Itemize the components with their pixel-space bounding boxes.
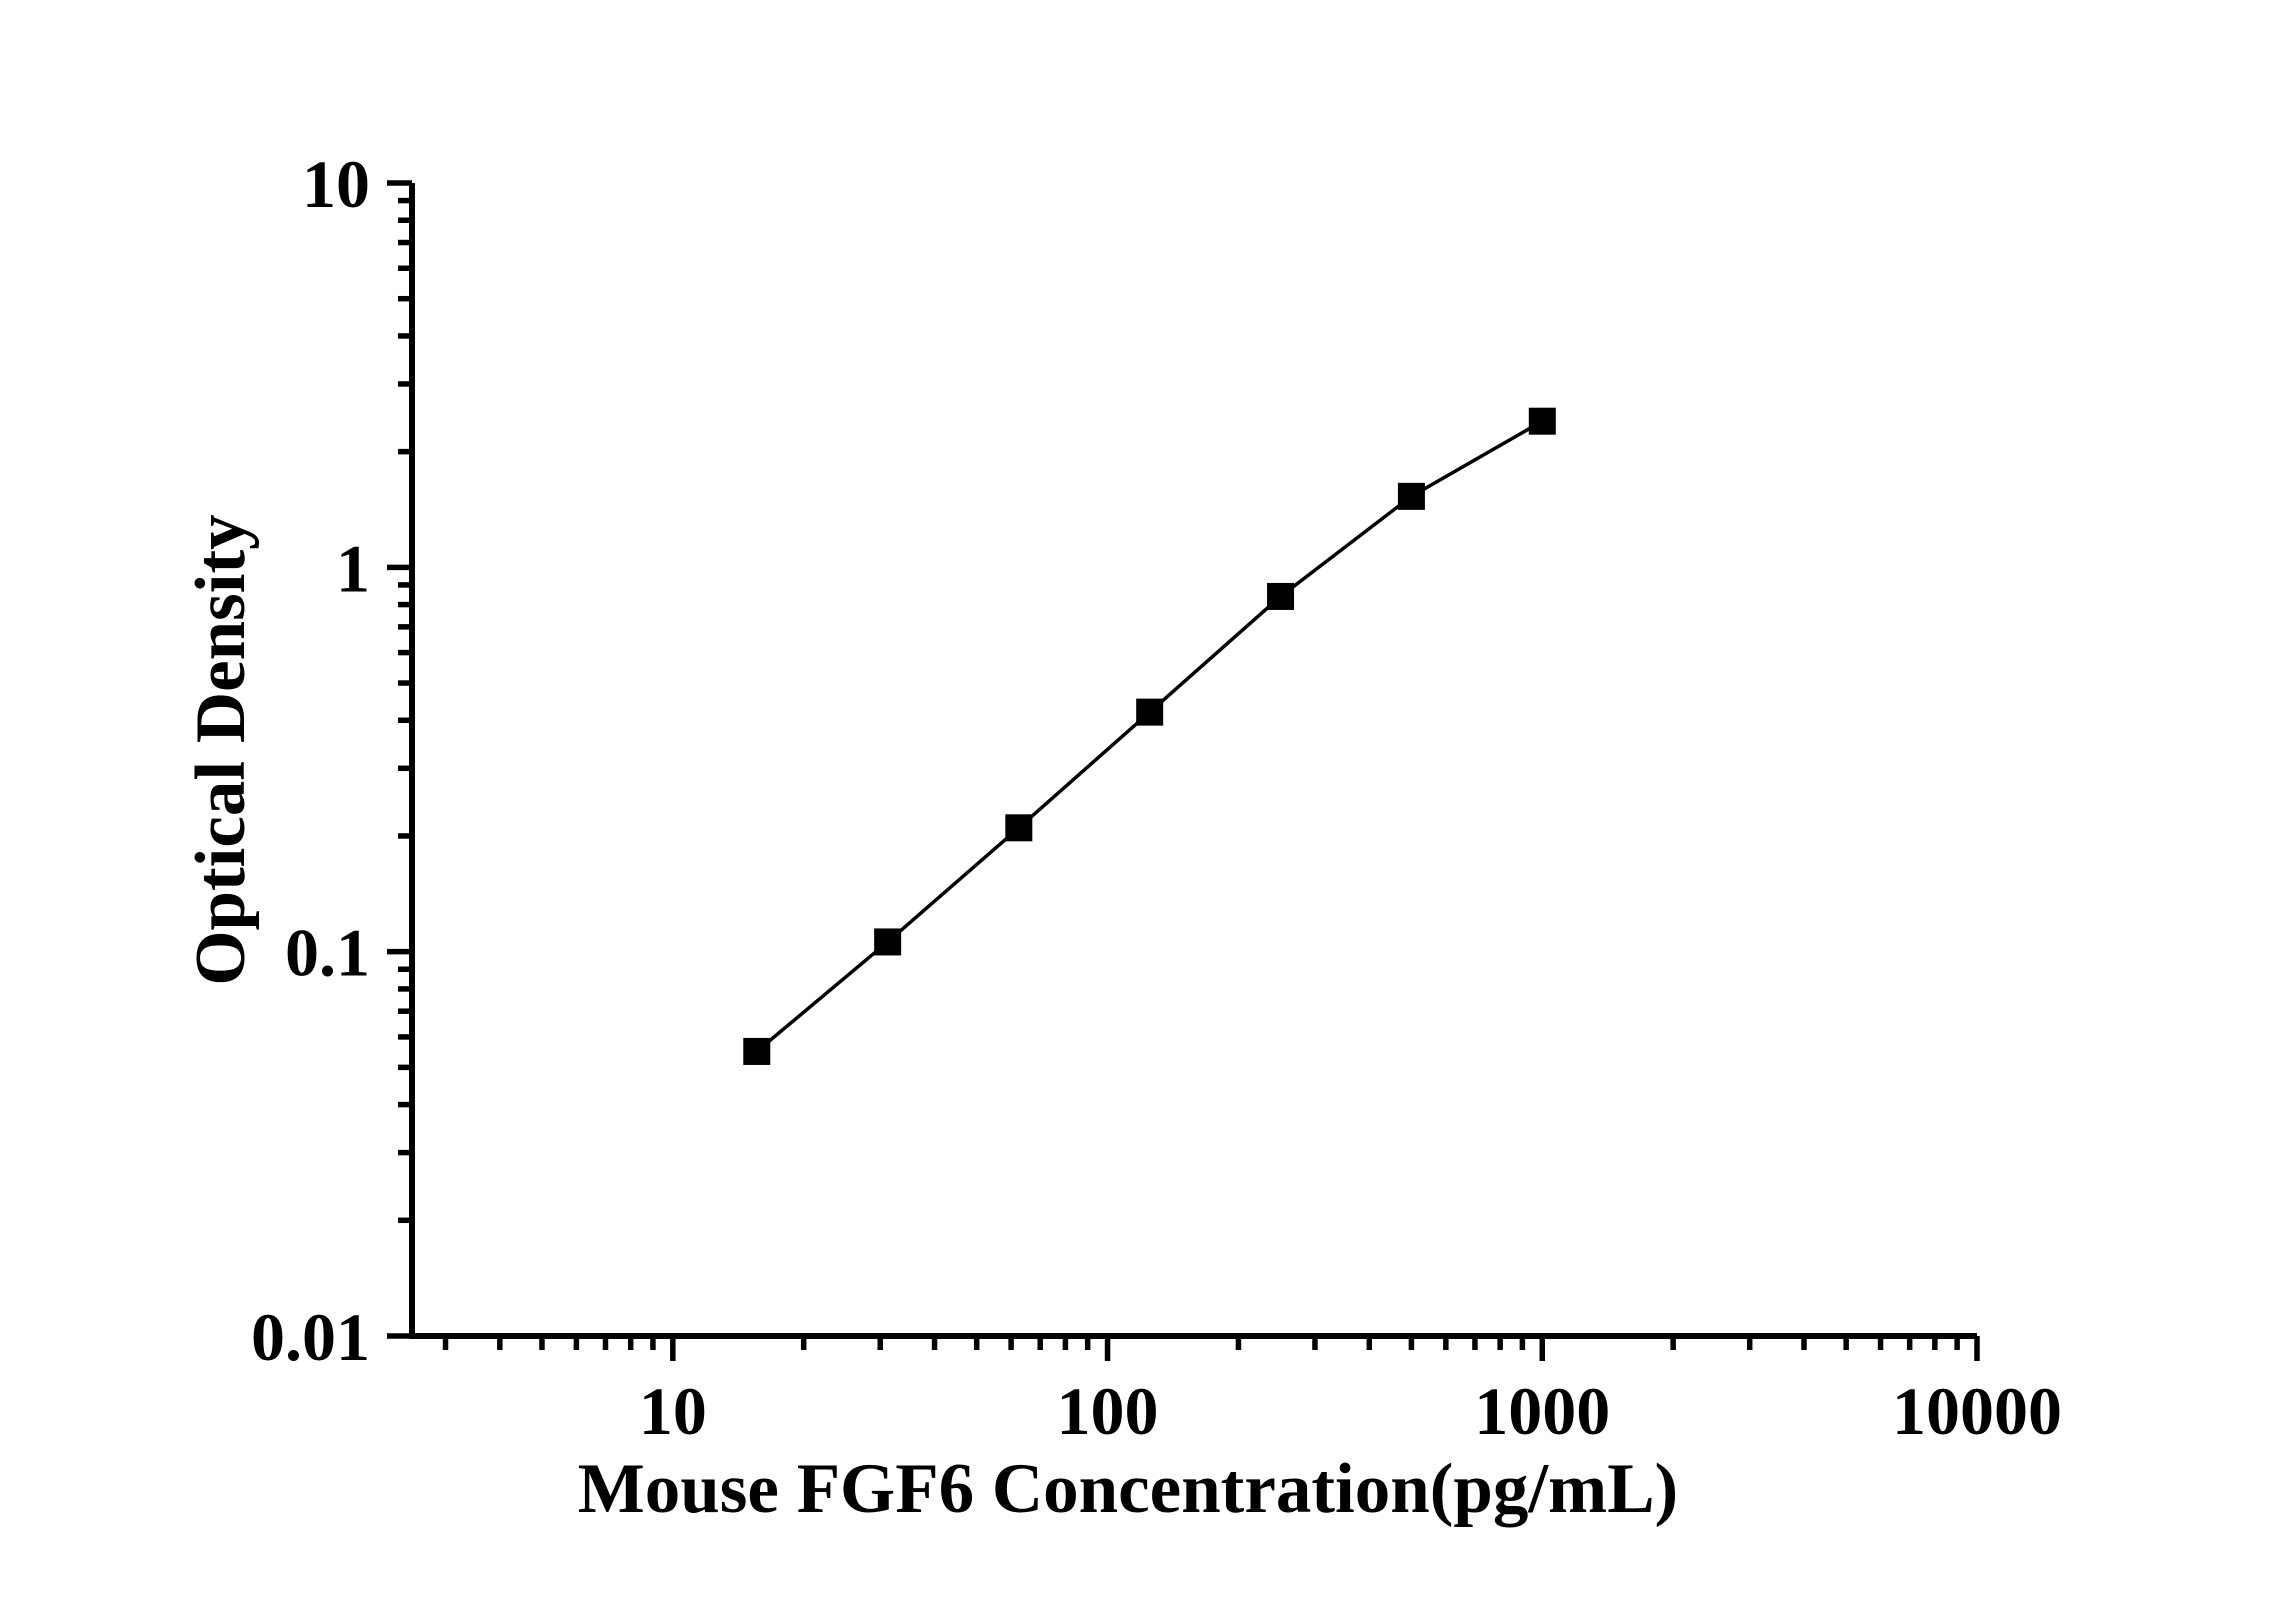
minor-ticks	[398, 197, 1960, 1350]
y-tick-label: 0.1	[285, 915, 370, 991]
series-layer	[743, 407, 1556, 1065]
x-tick-label: 100	[1057, 1373, 1159, 1449]
x-tick-label: 10000	[1892, 1373, 2062, 1449]
x-tick-label: 1000	[1474, 1373, 1610, 1449]
tick-labels: 10 100 1000 10000 10 1 0.1 0.01	[251, 146, 2062, 1449]
y-tick-label: 0.01	[251, 1299, 370, 1375]
data-point-marker	[1005, 814, 1033, 842]
series-line	[755, 419, 1544, 1053]
axes-frame	[409, 183, 1977, 1339]
data-point-marker	[1397, 482, 1425, 510]
data-point-marker	[874, 928, 902, 956]
y-axis-title: Optical Density	[182, 514, 260, 985]
x-tick-label: 10	[639, 1373, 707, 1449]
major-ticks	[387, 180, 1980, 1361]
data-point-marker	[743, 1037, 771, 1065]
data-point-marker	[1528, 407, 1556, 435]
y-tick-label: 1	[336, 530, 370, 606]
axes-frame-path	[409, 183, 1977, 1339]
x-axis-title: Mouse FGF6 Concentration(pg/mL)	[578, 1450, 1678, 1528]
data-point-marker	[1136, 698, 1164, 726]
y-tick-label: 10	[302, 146, 370, 222]
data-point-marker	[1267, 582, 1295, 610]
